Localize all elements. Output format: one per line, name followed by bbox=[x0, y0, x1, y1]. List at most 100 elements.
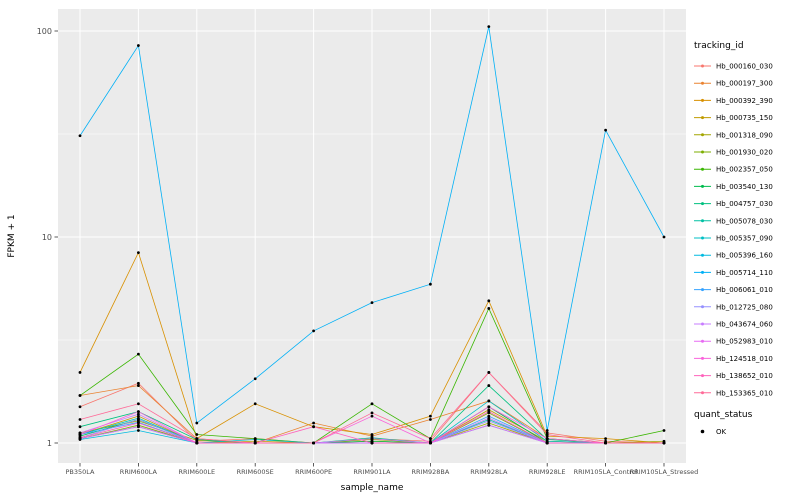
legend-item: Hb_006061_010 bbox=[694, 286, 773, 294]
legend-item: Hb_005078_030 bbox=[694, 217, 773, 225]
legend-item: Hb_001318_090 bbox=[694, 131, 773, 139]
data-points bbox=[78, 25, 666, 445]
x-tick-label: RRIM105LA_Control bbox=[574, 468, 638, 476]
data-point bbox=[487, 416, 491, 420]
legend-title-tracking-id: tracking_id bbox=[694, 41, 744, 51]
legend-key-point bbox=[701, 374, 704, 378]
legend-key-point bbox=[701, 356, 704, 360]
legend-key-point bbox=[701, 81, 704, 85]
legend-item: Hb_000735_150 bbox=[694, 114, 773, 122]
legend-item-label: Hb_001930_020 bbox=[716, 149, 773, 157]
data-point bbox=[487, 371, 491, 374]
legend-key-point bbox=[701, 167, 704, 171]
data-point bbox=[545, 429, 549, 432]
data-point bbox=[137, 412, 140, 416]
data-point bbox=[137, 421, 140, 425]
data-point bbox=[195, 441, 199, 445]
data-point bbox=[253, 438, 257, 441]
legend-key-point bbox=[701, 64, 704, 68]
legend-key-point bbox=[701, 116, 704, 120]
legend-key-point bbox=[701, 98, 704, 102]
data-point bbox=[545, 441, 549, 445]
data-point bbox=[137, 384, 140, 387]
x-tick-label: RRIM600LA bbox=[120, 468, 158, 476]
legend-item-label: Hb_138652_010 bbox=[716, 372, 773, 380]
legend-item: Hb_005396_160 bbox=[694, 252, 773, 260]
data-point bbox=[487, 405, 491, 409]
data-point bbox=[137, 429, 140, 432]
data-point bbox=[370, 402, 374, 406]
data-point bbox=[137, 418, 140, 421]
data-point bbox=[253, 402, 257, 406]
tracking-id-legend: Hb_000160_030 Hb_000197_300 Hb_000392_390 H… bbox=[694, 63, 773, 397]
data-point bbox=[137, 402, 140, 406]
legend-item-label: Hb_003540_130 bbox=[716, 183, 773, 191]
x-tick-label: RRIM600PE bbox=[295, 468, 332, 476]
data-point bbox=[137, 410, 140, 414]
legend-item-label: Hb_005396_160 bbox=[716, 252, 773, 260]
legend-item: Hb_000392_390 bbox=[694, 97, 773, 105]
data-point bbox=[545, 437, 549, 441]
legend-key-point bbox=[701, 219, 704, 223]
data-point bbox=[487, 419, 491, 423]
data-point bbox=[312, 425, 315, 429]
data-point bbox=[78, 425, 82, 429]
data-point bbox=[78, 405, 82, 409]
legend-key-point bbox=[701, 150, 704, 154]
legend-item-label: Hb_004757_030 bbox=[716, 200, 773, 208]
legend-item: Hb_005357_090 bbox=[694, 235, 773, 243]
legend-item: Hb_005714_110 bbox=[694, 269, 773, 277]
data-point bbox=[370, 441, 374, 445]
axis-ticks-and-labels: 1 10 100 PB350LA RRIM600LA RRIM600LE RRIM600SE… bbox=[37, 27, 699, 476]
data-point bbox=[604, 441, 607, 445]
data-point bbox=[487, 384, 491, 387]
data-point bbox=[78, 433, 82, 436]
data-point bbox=[137, 352, 140, 356]
legend-item-label: Hb_012725_080 bbox=[716, 303, 773, 311]
data-point bbox=[662, 429, 666, 432]
legend-item-label: Hb_000392_390 bbox=[716, 97, 773, 105]
data-point bbox=[429, 282, 432, 286]
data-point bbox=[662, 441, 666, 445]
legend-item: Hb_001930_020 bbox=[694, 149, 773, 157]
legend-title-quant-status: quant_status bbox=[694, 410, 753, 420]
legend-item-label: Hb_124518_010 bbox=[716, 355, 773, 363]
legend-key-point bbox=[701, 236, 704, 240]
data-point bbox=[545, 433, 549, 436]
data-point bbox=[137, 381, 140, 385]
legend-item: Hb_153365_010 bbox=[694, 389, 773, 397]
legend-item: Hb_000160_030 bbox=[694, 63, 773, 71]
x-tick-label: RRIM901LA bbox=[353, 468, 391, 476]
legend-item: Hb_012725_080 bbox=[694, 303, 773, 311]
data-point bbox=[78, 371, 82, 374]
data-point bbox=[487, 399, 491, 403]
data-point bbox=[370, 414, 374, 418]
x-tick-label: RRIM600SE bbox=[237, 468, 274, 476]
data-point bbox=[137, 251, 140, 254]
y-tick-label: 100 bbox=[37, 27, 52, 36]
legend-key-point bbox=[701, 391, 704, 395]
x-tick-label: RRIM928LE bbox=[529, 468, 566, 476]
legend-item: Hb_000197_300 bbox=[694, 80, 773, 88]
legend-item: Hb_002357_050 bbox=[694, 166, 773, 174]
data-point bbox=[195, 433, 199, 436]
y-tick-label: 1 bbox=[47, 439, 52, 448]
legend-key-point bbox=[701, 202, 704, 206]
legend-key-point bbox=[701, 133, 704, 137]
legend-item-label: Hb_005357_090 bbox=[716, 235, 773, 243]
data-point bbox=[487, 421, 491, 425]
legend-item: Hb_003540_130 bbox=[694, 183, 773, 191]
y-axis-title: FPKM + 1 bbox=[7, 214, 17, 257]
legend-item-label: Hb_002357_050 bbox=[716, 166, 773, 174]
data-point bbox=[370, 301, 374, 305]
data-point bbox=[487, 307, 491, 310]
x-tick-label: RRIM105LA_Stressed bbox=[630, 468, 699, 476]
legend-item-label: Hb_005078_030 bbox=[716, 217, 773, 225]
data-point bbox=[195, 437, 199, 441]
legend-item-label: Hb_000735_150 bbox=[716, 114, 773, 122]
data-point bbox=[137, 425, 140, 429]
legend-key-point bbox=[701, 253, 704, 257]
legend-item-label: Hb_000197_300 bbox=[716, 80, 773, 88]
